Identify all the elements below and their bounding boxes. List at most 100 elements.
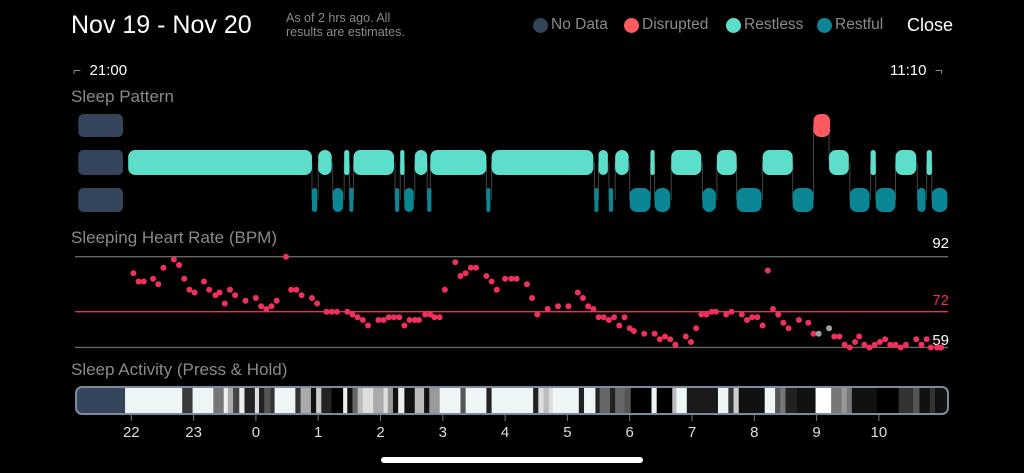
hr-point bbox=[876, 338, 883, 345]
end-time-label: 11:10 bbox=[890, 62, 927, 79]
axis-tick-label: 0 bbox=[251, 424, 261, 441]
legend-disrupted: Disrupted bbox=[624, 16, 708, 34]
restless-segment bbox=[716, 150, 737, 175]
restless-segment bbox=[895, 150, 917, 175]
axis-tick-label: 4 bbox=[500, 424, 510, 441]
activity-band bbox=[182, 387, 194, 414]
hr-point bbox=[473, 264, 480, 271]
hr-point bbox=[846, 344, 853, 351]
activity-band bbox=[125, 387, 183, 414]
activity-band bbox=[331, 387, 344, 414]
restful-segment bbox=[349, 188, 354, 212]
hr-point bbox=[242, 297, 249, 304]
axis-tick-label: 10 bbox=[870, 424, 888, 441]
activity-band bbox=[584, 387, 596, 414]
restless-segment bbox=[344, 150, 350, 175]
hr-point bbox=[200, 278, 207, 285]
hr-point bbox=[288, 286, 295, 293]
hr-point bbox=[662, 333, 669, 340]
activity-band bbox=[841, 387, 848, 414]
start-time: ⌐ 21:00 bbox=[73, 62, 127, 79]
hr-point bbox=[160, 264, 167, 271]
activity-band bbox=[630, 387, 653, 414]
hr-max-label: 92 bbox=[932, 235, 949, 252]
legend-label: No Data bbox=[551, 16, 608, 33]
hr-point bbox=[380, 316, 387, 323]
disrupted-dot-icon bbox=[624, 17, 639, 33]
activity-band bbox=[274, 387, 296, 414]
activity-band bbox=[491, 387, 534, 414]
hr-point bbox=[728, 308, 735, 315]
activity-band bbox=[300, 387, 312, 414]
activity-band bbox=[76, 387, 126, 414]
start-bracket-icon: ⌐ bbox=[73, 62, 82, 78]
hr-point bbox=[308, 294, 315, 301]
activity-band bbox=[538, 387, 545, 414]
restful-segment bbox=[736, 188, 762, 212]
activity-band bbox=[595, 387, 601, 414]
home-indicator[interactable] bbox=[381, 457, 643, 463]
activity-band bbox=[898, 387, 914, 414]
restful-segment bbox=[917, 188, 926, 212]
activity-band bbox=[373, 387, 385, 414]
hr-point bbox=[385, 314, 392, 321]
hr-point bbox=[140, 278, 147, 285]
activity-band bbox=[270, 387, 276, 414]
hr-point bbox=[667, 336, 674, 343]
hr-point bbox=[513, 275, 520, 282]
activity-band bbox=[548, 387, 554, 414]
hr-point bbox=[775, 311, 782, 318]
restless-segment bbox=[671, 150, 702, 175]
restless-segment bbox=[926, 150, 932, 175]
hr-point bbox=[616, 322, 623, 329]
restless-segment bbox=[615, 150, 629, 175]
no-data-block bbox=[78, 114, 123, 137]
hr-point bbox=[441, 286, 448, 293]
hr-point bbox=[333, 308, 340, 315]
restless-segment bbox=[400, 150, 405, 175]
hr-point bbox=[354, 314, 361, 321]
hr-point bbox=[656, 336, 663, 343]
hr-point bbox=[682, 333, 689, 340]
restless-segment bbox=[762, 150, 793, 175]
hr-point bbox=[401, 322, 408, 329]
hr-point bbox=[723, 311, 730, 318]
activity-band bbox=[676, 387, 688, 414]
activity-band bbox=[383, 387, 389, 414]
hr-point bbox=[226, 286, 233, 293]
close-button[interactable]: Close bbox=[907, 15, 954, 35]
axis-tick-label: 2 bbox=[376, 424, 385, 441]
axis-tick-label: 8 bbox=[750, 424, 759, 441]
axis-tick-label: 9 bbox=[812, 424, 821, 441]
hr-point bbox=[871, 341, 878, 348]
activity-band bbox=[227, 387, 234, 414]
hr-point bbox=[764, 267, 771, 274]
no-data-dot-icon bbox=[533, 17, 548, 33]
activity-band bbox=[728, 387, 735, 414]
hr-point bbox=[467, 264, 474, 271]
hr-point bbox=[365, 322, 372, 329]
sleep-pattern-heading: Sleep Pattern bbox=[71, 87, 175, 106]
activity-band bbox=[387, 387, 394, 414]
activity-band bbox=[733, 387, 740, 414]
hr-point bbox=[923, 336, 930, 343]
hr-point-estimated bbox=[815, 330, 822, 337]
hr-point bbox=[252, 294, 259, 301]
hr-point bbox=[544, 305, 551, 312]
restless-segment bbox=[318, 150, 332, 175]
hr-point bbox=[422, 311, 429, 318]
restful-segment bbox=[702, 188, 716, 212]
hr-point bbox=[186, 286, 193, 293]
hr-point bbox=[436, 314, 443, 321]
activity-band bbox=[192, 387, 214, 414]
hr-point bbox=[866, 344, 873, 351]
activity-band bbox=[233, 387, 240, 414]
hr-point bbox=[927, 344, 934, 351]
hr-point bbox=[283, 253, 290, 260]
axis-tick-label: 23 bbox=[185, 424, 202, 441]
estimate-note: As of 2 hrs ago. All results are estimat… bbox=[286, 11, 405, 39]
restless-segment bbox=[430, 150, 487, 175]
activity-band bbox=[486, 387, 493, 414]
activity-band bbox=[259, 387, 265, 414]
